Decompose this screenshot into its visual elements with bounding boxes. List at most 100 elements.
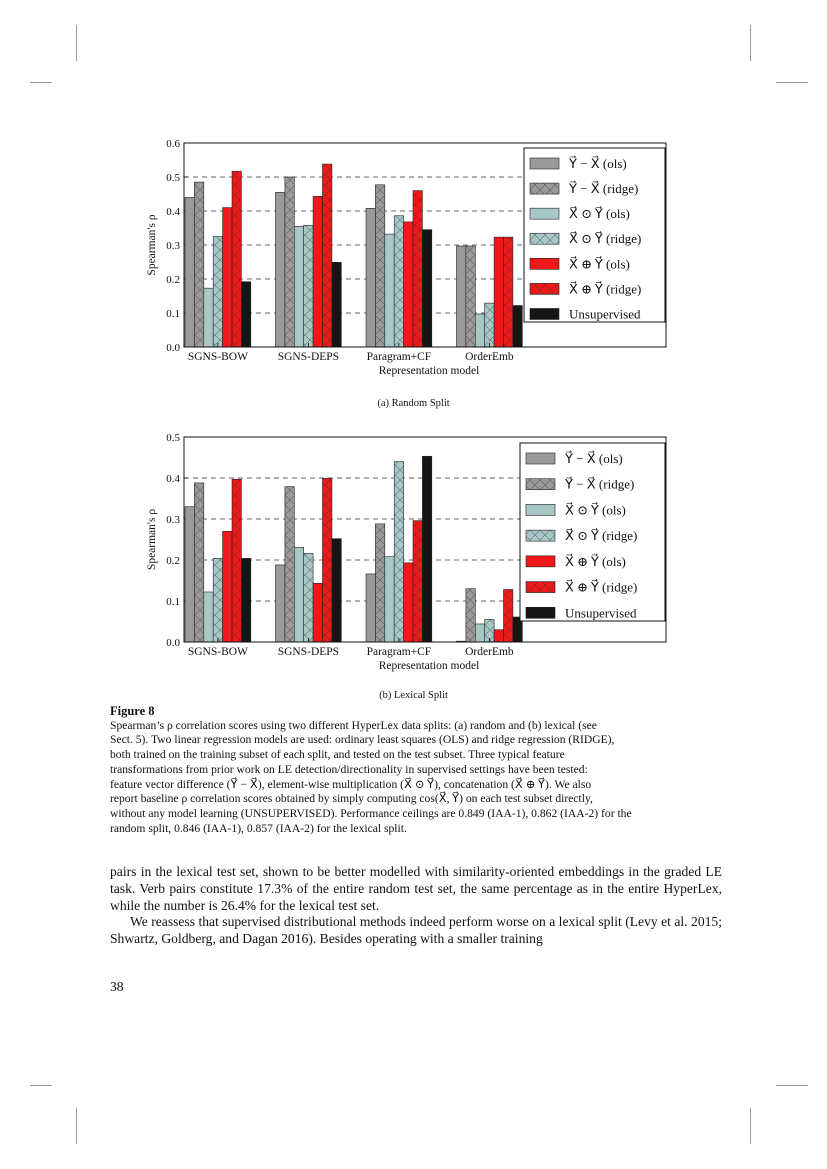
y-tick-label: 0.1 — [166, 308, 180, 320]
bar-hatch — [503, 589, 513, 642]
legend-label: Unsupervised — [565, 605, 637, 620]
body-paragraph: We reassess that supervised distribution… — [110, 914, 722, 946]
bar — [365, 207, 376, 348]
bar-hatch — [284, 486, 295, 642]
bar — [422, 455, 433, 643]
bar-hatch — [303, 225, 314, 347]
bar — [241, 558, 252, 643]
legend-swatch-hatch — [526, 581, 555, 593]
bar — [312, 196, 323, 348]
bar — [493, 629, 504, 643]
legend-swatch — [525, 452, 556, 465]
bar — [275, 564, 286, 643]
legend-label: Unsupervised — [569, 306, 641, 321]
bar — [384, 233, 395, 348]
bar-hatch — [413, 190, 423, 347]
legend-label: Y⃗ − X⃗ (ridge) — [568, 181, 638, 196]
legend-swatch-hatch — [530, 283, 559, 295]
bar-hatch — [375, 523, 385, 642]
x-tick-label: OrderEmb — [465, 646, 514, 658]
legend-swatch — [529, 258, 560, 270]
subcaption-b: (b) Lexical Split — [379, 690, 448, 701]
caption-line: Sect. 5). Two linear regression models a… — [110, 733, 615, 747]
crop-mark — [30, 82, 52, 83]
legend-swatch — [525, 606, 556, 619]
bar-hatch — [194, 182, 204, 347]
legend-swatch — [529, 157, 560, 170]
legend-swatch — [525, 504, 556, 516]
bar — [456, 245, 467, 348]
x-tick-label: SGNS-DEPS — [278, 646, 339, 658]
caption-line: report baseline ρ correlation scores obt… — [110, 792, 593, 806]
y-tick-label: 0.1 — [166, 596, 180, 608]
bar — [384, 556, 395, 643]
legend-label: Y⃗ − X⃗ (ols) — [564, 451, 623, 466]
figure-charts: 0.0 0.1 0.2 0.3 0.4 0.5 0.6 SGNS-BOW SGNS-DEPS Pa… — [146, 138, 667, 672]
bar-hatch — [303, 553, 314, 642]
legend-swatch — [525, 555, 556, 568]
bar — [184, 197, 195, 348]
bar-hatch — [394, 215, 404, 347]
bar — [203, 591, 214, 643]
y-tick-label: 0.4 — [166, 473, 180, 485]
bar-hatch — [484, 303, 495, 347]
legend-swatch-hatch — [526, 478, 555, 490]
bar — [222, 207, 233, 348]
bar-hatch — [322, 164, 332, 347]
y-tick-label: 0.4 — [166, 206, 180, 218]
bar — [331, 262, 342, 348]
y-tick-label: 0.0 — [166, 342, 180, 354]
bar — [203, 287, 214, 348]
crop-mark — [76, 1108, 77, 1144]
crop-mark — [750, 25, 751, 61]
bar — [331, 538, 342, 643]
y-tick-label: 0.5 — [166, 432, 180, 444]
bar-hatch — [213, 558, 223, 642]
legend-swatch — [529, 308, 560, 320]
bar — [403, 562, 414, 643]
legend-label: X⃗ ⊕ Y⃗ (ridge) — [565, 579, 637, 594]
legend-swatch-hatch — [530, 233, 559, 245]
caption-line: both trained on the training subset of e… — [110, 748, 565, 762]
bar-hatch — [394, 461, 404, 642]
bar-hatch — [484, 619, 495, 642]
legend-swatch-hatch — [530, 183, 559, 195]
bar — [184, 506, 195, 643]
crop-mark — [30, 1085, 52, 1086]
bar — [293, 226, 304, 348]
x-tick-label: SGNS-BOW — [188, 646, 248, 658]
bar — [365, 573, 376, 643]
caption-line: feature vector difference (Y⃗ − X⃗), ele… — [110, 777, 592, 791]
crop-mark — [750, 1108, 751, 1144]
crop-mark — [76, 25, 77, 61]
bar-hatch — [503, 237, 513, 347]
plot-frame — [183, 142, 667, 348]
text-flow: Figure 8 Spearman’s ρ correlation scores… — [110, 704, 722, 995]
y-tick-label: 0.0 — [166, 637, 180, 649]
caption-line: random split, 0.846 (IAA-1), 0.857 (IAA-… — [110, 821, 407, 835]
legend-label: Y⃗ − X⃗ (ols) — [568, 156, 627, 171]
caption-line: without any model learning (UNSUPERVISED… — [110, 806, 632, 820]
legend-label: X⃗ ⊙ Y⃗ (ridge) — [569, 231, 641, 246]
y-tick-label: 0.2 — [166, 555, 180, 567]
bar-hatch — [375, 184, 385, 347]
subcaption-a: (a) Random Split — [377, 398, 450, 409]
bar — [474, 623, 485, 643]
x-tick-label: SGNS-DEPS — [278, 351, 339, 363]
plot-frame — [183, 436, 667, 643]
y-axis-label: Spearman's ρ — [146, 509, 158, 570]
y-axis-label: Spearman's ρ — [146, 214, 158, 275]
bar-hatch — [322, 478, 332, 642]
bar — [222, 530, 233, 643]
bar — [512, 305, 523, 348]
bar-hatch — [213, 236, 223, 347]
bar — [275, 192, 286, 348]
bar-hatch — [232, 171, 242, 347]
x-tick-label: Paragram+CF — [367, 351, 432, 363]
bar-hatch — [465, 246, 476, 347]
x-axis-label: Representation model — [379, 365, 480, 377]
legend-label: X⃗ ⊕ Y⃗ (ols) — [565, 553, 626, 568]
legend-label: X⃗ ⊕ Y⃗ (ridge) — [569, 281, 641, 296]
caption-line: transformations from prior work on LE de… — [110, 762, 588, 776]
legend-swatch — [529, 207, 560, 220]
